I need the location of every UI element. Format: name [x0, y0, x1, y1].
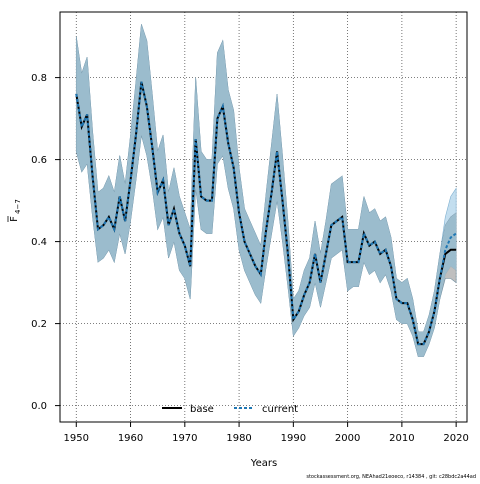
y-axis-title-sub: 4−7 [14, 199, 22, 214]
y-tick-label: 0.0 [31, 401, 47, 412]
axes: 1950 1960 1970 1980 1990 2000 2010 2020 0.0 0.2 0.… [31, 11, 469, 444]
x-tick-label: 2000 [335, 433, 360, 444]
x-tick-label: 1970 [172, 433, 197, 444]
y-tick-label: 0.4 [31, 237, 47, 248]
plot-frame [59, 11, 468, 423]
legend-base-label: base [190, 404, 214, 415]
x-tick-label: 1980 [226, 433, 251, 444]
y-tick-label: 0.2 [31, 319, 47, 330]
y-tick-label: 0.6 [31, 155, 47, 166]
y-axis-title: F 4−7 [7, 199, 22, 222]
x-tick-label: 2020 [443, 433, 468, 444]
current-series-line [75, 81, 457, 346]
x-axis-title: Years [250, 458, 277, 469]
y-tick-label: 0.8 [31, 73, 47, 84]
overlap-confidence-band [76, 24, 457, 357]
x-tick-label: 1960 [118, 433, 143, 444]
series-lines [75, 81, 457, 346]
legend-current-label: current [262, 404, 298, 415]
confidence-bands [75, 24, 457, 357]
x-tick-label: 1950 [64, 433, 89, 444]
legend: base current [162, 404, 298, 415]
x-tick-label: 2010 [389, 433, 414, 444]
x-tick-label: 1990 [281, 433, 306, 444]
footer-note: stockassessment.org, NEAhad21eoeco, r143… [306, 474, 476, 480]
y-axis-title-main: F [9, 216, 20, 222]
